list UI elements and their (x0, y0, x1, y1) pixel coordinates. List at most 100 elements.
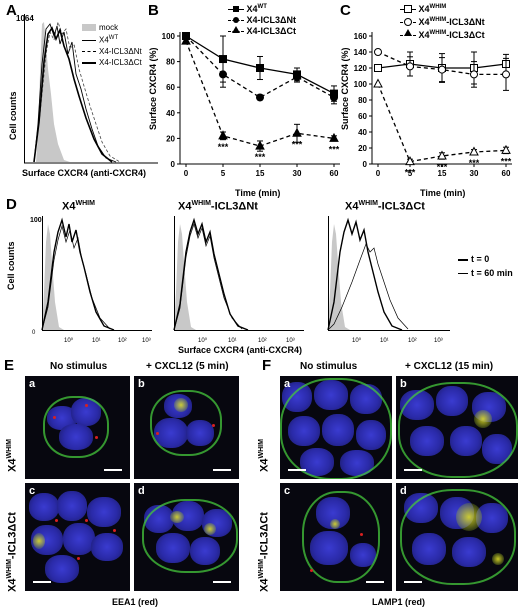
chart-c-series-1-line (377, 51, 506, 76)
panel-a-legend-mock: mock (82, 22, 142, 33)
panel-f-image-d: d (396, 483, 518, 591)
panel-f-image-a: a (280, 376, 392, 479)
panel-f-label: F (262, 357, 272, 374)
panel-e-image-d: d (134, 483, 239, 591)
panel-b-legend: X4WT X4-ICL3ΔNt X4-ICL3ΔCt (228, 2, 296, 37)
panel-d3-t60-line (327, 243, 409, 331)
chart-c-ytick-label: 80 (358, 96, 367, 105)
panel-d-hist-3: 10⁰ 10¹ 10² 10³ (327, 216, 450, 344)
chart-b-series-1-line (185, 35, 335, 99)
chart-b-ytick-label: 60 (166, 83, 175, 92)
chart-c-point (470, 70, 478, 79)
chart-c-point (405, 156, 415, 166)
chart-c-point (438, 65, 446, 74)
chart-b-point (292, 127, 302, 137)
panel-f-row2: X4WHIM-ICL3ΔCt (258, 512, 271, 592)
panel-e-image-c: c (25, 483, 130, 591)
panel-c-ylabel: Surface CXCR4 (%) (340, 47, 350, 130)
chart-b-xtick-label: 30 (293, 169, 302, 178)
panel-a-legend: mock X4WT X4-ICL3ΔNt X4-ICL3ΔCt (82, 22, 142, 68)
panel-c-legend: X4WHIM X4WHIM-ICL3ΔNt X4WHIM-ICL3ΔCt (400, 2, 485, 41)
chart-c-ytick-label: 160 (354, 32, 368, 41)
chart-b-ytick-label: 100 (162, 32, 176, 41)
svg-text:10⁰: 10⁰ (198, 337, 208, 344)
chart-c-significance: *** (405, 168, 416, 178)
panel-a-ylabel: Cell counts (8, 91, 18, 140)
svg-text:10³: 10³ (434, 338, 443, 344)
panel-d-hist-2: 10⁰ 10¹ 10² 10³ (173, 216, 304, 344)
chart-b-point (256, 64, 264, 72)
panel-e-label: E (4, 357, 15, 374)
panel-f-col1: No stimulus (300, 361, 358, 372)
panel-a-label: A (6, 2, 17, 19)
chart-c-significance: *** (469, 158, 480, 168)
svg-text:10²: 10² (408, 338, 417, 344)
svg-text:10³: 10³ (142, 338, 151, 344)
chart-b-point (218, 130, 228, 140)
panel-c-legend-whim: X4WHIM (400, 2, 485, 15)
chart-c-xtick-label: 30 (470, 169, 479, 178)
chart-b-xtick-label: 60 (330, 169, 339, 178)
chart-c-significance: *** (501, 156, 512, 166)
chart-b-ytick-label: 0 (171, 160, 176, 169)
panel-c-chart: 0 20 40 60 80 100 120 140 160 0 5 15 30 60 *** *** *** **… (354, 32, 512, 178)
panel-f-image-c: c (280, 483, 392, 591)
svg-text:10¹: 10¹ (380, 338, 389, 344)
svg-text:10²: 10² (258, 338, 267, 344)
svg-text:10⁰: 10⁰ (64, 337, 74, 344)
panel-e-image-a: a (25, 376, 130, 479)
chart-c-xtick-label: 15 (438, 169, 447, 178)
chart-c-significance: *** (437, 162, 448, 172)
panel-e-footer: EEA1 (red) (112, 597, 159, 607)
chart-c-point (437, 150, 447, 160)
panel-f-row1: X4WHIM (258, 439, 271, 472)
chart-b-point (181, 35, 191, 45)
chart-c-xtick-label: 5 (408, 169, 413, 178)
panel-e-col1: No stimulus (50, 361, 108, 372)
panel-a-icl3ct-line (33, 26, 113, 163)
panel-b-legend-wt: X4WT (228, 2, 296, 15)
panel-d-xlabel: Surface CXCR4 (anti-CXCR4) (178, 345, 303, 355)
panel-d-label: D (6, 196, 17, 213)
panel-c-legend-nt: X4WHIM-ICL3ΔNt (400, 15, 485, 28)
panel-a-xlabel: Surface CXCR4 (anti-CXCR4) (22, 168, 147, 178)
chart-b-ytick-label: 40 (166, 109, 175, 118)
panel-b-ylabel: Surface CXCR4 (%) (148, 47, 158, 130)
chart-c-ytick-label: 0 (363, 160, 368, 169)
panel-c-legend-ct: X4WHIM-ICL3ΔCt (400, 28, 485, 41)
chart-c-point (374, 64, 382, 72)
chart-b-significance: *** (218, 142, 229, 152)
svg-text:10¹: 10¹ (228, 338, 237, 344)
chart-c-point (374, 48, 382, 56)
panel-e-col2: + CXCL12 (5 min) (146, 361, 229, 372)
panel-d1-t0-line (41, 217, 115, 331)
panel-d2-t60-line (173, 222, 243, 331)
panel-e-image-b: b (134, 376, 239, 479)
panel-c-xlabel: Time (min) (420, 188, 466, 198)
svg-text:0: 0 (32, 330, 36, 336)
svg-text:10⁰: 10⁰ (352, 337, 362, 344)
chart-c-ytick-label: 60 (358, 112, 367, 121)
chart-b-xtick-label: 15 (256, 169, 265, 178)
svg-text:10¹: 10¹ (92, 338, 101, 344)
panel-a-legend-ct: X4-ICL3ΔCt (82, 57, 142, 68)
panel-d1-t60-line (41, 224, 111, 331)
chart-c-xtick-label: 0 (376, 169, 381, 178)
panel-d-legend-t60: t = 60 min (458, 266, 513, 280)
chart-c-point (501, 144, 511, 154)
panel-b-legend-ct: X4-ICL3ΔCt (228, 26, 296, 37)
panel-b-label: B (148, 2, 159, 19)
chart-b-xtick-label: 0 (184, 169, 189, 178)
panel-a-icl3nt-line (33, 20, 121, 163)
panel-f-col2: + CXCL12 (15 min) (405, 361, 494, 372)
chart-c-ytick-label: 100 (354, 80, 368, 89)
panel-d-title-3: X4WHIM-ICL3ΔCt (345, 200, 425, 213)
chart-b-point (255, 140, 265, 150)
chart-b-significance: *** (255, 152, 266, 162)
panel-d-legend-t0: t = 0 (458, 252, 513, 266)
chart-b-ytick-label: 20 (166, 134, 175, 143)
chart-b-point (256, 93, 264, 102)
panel-d-title-2: X4WHIM-ICL3ΔNt (178, 200, 258, 213)
chart-b-significance: *** (329, 144, 340, 154)
panel-e-row2: X4WHIM-ICL3ΔCt (6, 512, 19, 592)
